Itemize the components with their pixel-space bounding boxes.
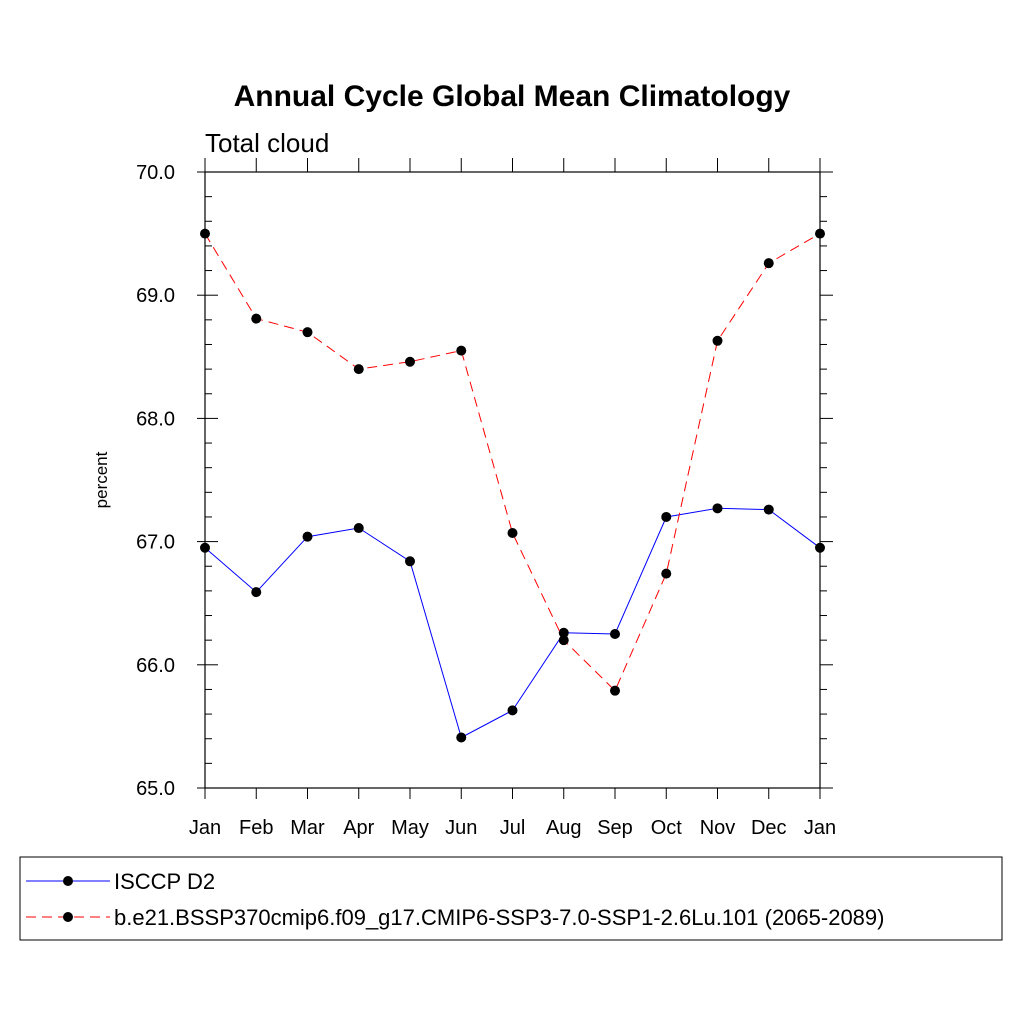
x-tick-label: Aug: [546, 817, 582, 839]
x-tick-label: Nov: [700, 817, 736, 839]
x-tick-label: Jan: [804, 817, 836, 839]
y-tick-label: 66.0: [136, 655, 175, 677]
data-point: [712, 335, 723, 346]
y-tick-label: 70.0: [136, 162, 175, 184]
data-point: [302, 531, 313, 542]
data-point: [456, 732, 467, 743]
data-point: [507, 527, 518, 538]
x-tick-label: Apr: [343, 817, 374, 839]
series-1: [200, 503, 825, 743]
data-point: [661, 568, 672, 579]
data-point: [353, 523, 364, 534]
x-tick-label: Jun: [445, 817, 477, 839]
data-point: [251, 587, 262, 598]
data-point: [251, 313, 262, 324]
legend-marker: [63, 912, 73, 922]
data-point: [815, 228, 825, 239]
data-point: [507, 705, 518, 716]
data-point: [610, 629, 620, 639]
x-tick-label: Dec: [751, 817, 787, 839]
series-layer: [200, 228, 825, 743]
series-2: [200, 228, 825, 696]
data-point: [610, 685, 620, 696]
legend-box: [19, 856, 1003, 941]
data-point: [200, 228, 210, 239]
y-tick-label: 69.0: [136, 285, 175, 307]
legend-label: ISCCP D2: [114, 869, 215, 894]
x-tick-label: May: [391, 817, 429, 839]
y-tick-label: 68.0: [136, 408, 175, 430]
axis-tick-labels: Jan Feb Mar Apr May Jun Jul Aug Sep Oct Nov Dec Jan 6…: [136, 162, 836, 839]
data-point: [405, 356, 415, 367]
data-point: [558, 627, 569, 638]
x-tick-label: Sep: [597, 817, 633, 839]
data-point: [558, 635, 569, 646]
y-tick-label: 65.0: [136, 778, 175, 800]
data-point: [405, 556, 415, 567]
chart-subtitle: Total cloud: [205, 128, 329, 158]
data-point: [200, 542, 210, 553]
data-point: [353, 364, 364, 375]
x-tick-label: Jan: [189, 817, 221, 839]
plot-area-frame: [204, 171, 821, 789]
series-line: [204, 507, 821, 739]
legend: ISCCP D2 b.e21.BSSP370cmip6.f09_g17.CMIP6…: [26, 869, 884, 930]
data-point: [712, 503, 723, 514]
y-tick-label: 67.0: [136, 532, 175, 554]
x-tick-label: Feb: [239, 817, 273, 839]
data-point: [763, 258, 774, 269]
y-axis-label: percent: [92, 451, 111, 508]
data-point: [815, 542, 825, 553]
legend-label: b.e21.BSSP370cmip6.f09_g17.CMIP6-SSP3-7.…: [114, 905, 884, 930]
series-line: [204, 233, 821, 692]
x-tick-label: Mar: [290, 817, 325, 839]
x-tick-label: Oct: [651, 817, 683, 839]
data-point: [302, 327, 313, 338]
axis-ticks: [197, 158, 833, 799]
data-point: [661, 511, 672, 522]
x-tick-label: Jul: [500, 817, 526, 839]
data-point: [456, 345, 467, 356]
chart-title: Annual Cycle Global Mean Climatology: [234, 80, 791, 113]
legend-marker: [63, 876, 73, 886]
data-point: [763, 504, 774, 515]
